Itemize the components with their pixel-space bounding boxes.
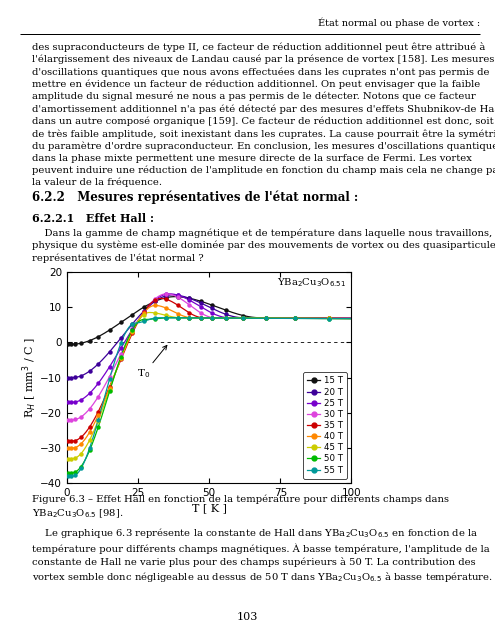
Y-axis label: R$_H$ [ mm$^3$ / C ]: R$_H$ [ mm$^3$ / C ] (20, 337, 39, 418)
Text: Dans la gamme de champ magnétique et de température dans laquelle nous travaillo: Dans la gamme de champ magnétique et de … (32, 228, 495, 262)
X-axis label: T [ K ]: T [ K ] (192, 504, 227, 514)
Text: T$_0$: T$_0$ (137, 346, 167, 380)
Text: des supraconducteurs de type II, ce facteur de réduction additionnel peut être a: des supraconducteurs de type II, ce fact… (32, 42, 495, 188)
Text: 103: 103 (237, 612, 258, 622)
Text: YBa$_2$Cu$_3$O$_{6.51}$: YBa$_2$Cu$_3$O$_{6.51}$ (277, 276, 346, 289)
Text: Figure 6.3 – Effet Hall en fonction de la température pour différents champs dan: Figure 6.3 – Effet Hall en fonction de l… (32, 494, 449, 520)
Text: 6.2.2.1   Effet Hall :: 6.2.2.1 Effet Hall : (32, 213, 154, 224)
Text: État normal ou phase de vortex :: État normal ou phase de vortex : (318, 18, 480, 28)
Text: 6.2.2   Mesures représentatives de l'état normal :: 6.2.2 Mesures représentatives de l'état … (32, 190, 358, 204)
Text: Le graphique 6.3 représente la constante de Hall dans YBa$_2$Cu$_3$O$_{6.5}$ en : Le graphique 6.3 représente la constante… (32, 526, 493, 584)
Legend: 15 T, 20 T, 25 T, 30 T, 35 T, 40 T, 45 T, 50 T, 55 T: 15 T, 20 T, 25 T, 30 T, 35 T, 40 T, 45 T… (303, 372, 347, 479)
